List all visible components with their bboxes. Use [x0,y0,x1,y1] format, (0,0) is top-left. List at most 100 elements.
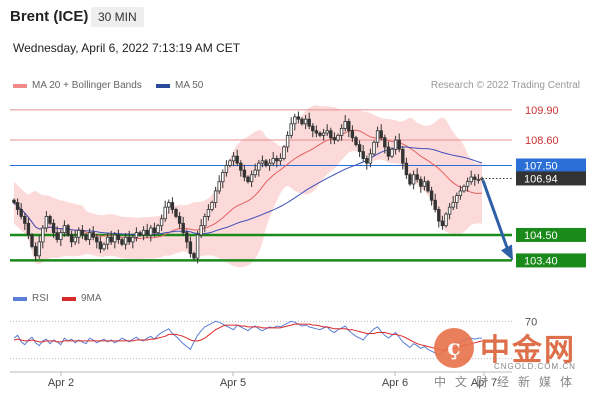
candle [127,230,131,245]
candle [80,224,85,240]
legend-rsi-label: RSI [32,293,49,304]
candle [231,152,236,167]
candle [145,223,149,238]
candle [383,134,387,154]
candle [185,229,189,249]
candle [156,223,160,235]
candle [253,163,257,178]
candle [66,223,70,237]
candle [195,230,200,264]
legend-rsi: RSI [13,293,49,304]
candle [375,126,380,148]
rsi-swatch [13,296,27,301]
candle [77,227,81,244]
candle [199,219,203,238]
candle [325,124,329,137]
candle [311,123,315,138]
ma20-swatch [13,83,27,88]
candle [30,233,34,249]
candle [426,179,430,193]
forecast-arrow-head [501,244,513,261]
legend-ma9: 9MA [62,293,102,304]
candle [386,141,391,161]
candle [303,114,308,130]
candle [415,168,419,183]
rsi-line [13,320,482,356]
candle [62,220,67,237]
ma9-line [13,323,483,351]
candle [293,113,297,131]
candle [379,124,383,141]
candle [447,202,452,220]
candle [163,200,167,222]
candle [123,233,128,250]
ma9-swatch [62,296,76,301]
candle [113,231,117,249]
candle [275,155,279,168]
candle [37,235,41,259]
candle [138,230,142,237]
candle [109,230,113,245]
research-credit: Research © 2022 Trading Central [430,80,580,91]
candle [188,236,193,258]
candle [246,175,250,184]
candle [390,147,394,159]
candle [422,176,427,191]
level-label-0: 109.90 [525,105,559,117]
level-label-2: 107.50 [524,160,558,172]
candle [361,145,365,162]
candle [235,149,239,167]
instrument-title: Brent (ICE) [10,8,89,25]
x-tick-label: Apr 6 [382,377,408,389]
candle [440,215,445,230]
candle [465,177,470,192]
candle [289,117,293,139]
rsi-70-label: 70 [525,316,537,328]
x-tick-label: Apr 5 [220,377,246,389]
candle [404,157,409,179]
candle [257,160,261,177]
candle [339,124,344,141]
candle [357,140,362,157]
candle [296,111,301,124]
last-price-label: 106.94 [524,173,558,185]
candle [300,117,304,126]
candle [271,152,275,167]
candle [213,186,218,208]
level-tag-3 [516,227,586,242]
candle [239,160,243,177]
candle [249,170,254,188]
candle [174,207,178,219]
candle [397,133,401,153]
candle [260,155,265,168]
candle [476,174,481,184]
candle [131,234,135,249]
candle [455,192,459,210]
candle [437,206,441,228]
last-price-tag [516,171,586,186]
forecast-arrow-shaft [481,179,510,251]
candle [15,198,20,215]
ma50-swatch [156,83,170,88]
ma50-line [13,146,483,235]
candle [134,227,139,242]
candle [372,140,376,156]
candle [55,226,59,243]
candle [152,222,157,237]
candle [105,233,110,250]
legend-ma50-label: MA 50 [175,80,204,91]
cngold-logo-icon: ç [434,328,474,368]
timeframe-badge[interactable]: 30 MIN [91,7,144,27]
candle [267,158,272,171]
candle [343,114,347,132]
candle [177,212,182,229]
candle [365,155,369,170]
candle [444,212,448,228]
candle [12,198,16,205]
candle [354,135,358,147]
candle [116,229,121,244]
candle [228,158,232,168]
candle [26,218,31,240]
x-tick-label: Apr 7 [471,377,497,389]
